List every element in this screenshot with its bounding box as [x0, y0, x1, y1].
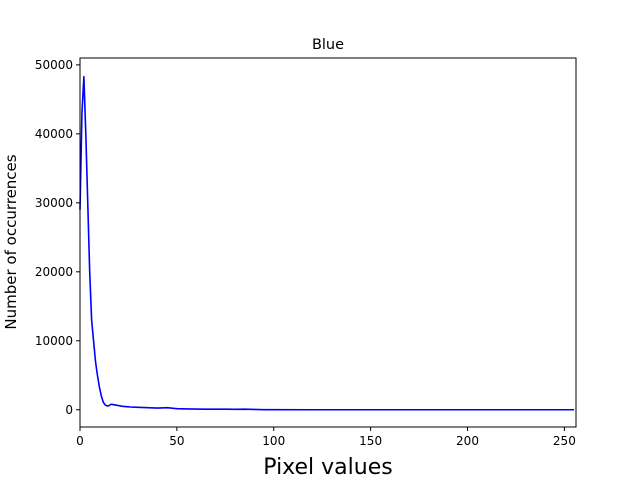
- y-tick-label: 0: [65, 403, 73, 417]
- y-tick-label: 50000: [35, 58, 73, 72]
- x-tick-label: 0: [76, 434, 84, 448]
- x-axis-ticks: 0 50 100 150 200 250: [76, 427, 576, 448]
- y-tick-label: 20000: [35, 265, 73, 279]
- x-tick-label: 200: [456, 434, 479, 448]
- y-axis-label: Number of occurrences: [2, 154, 20, 329]
- x-tick-label: 150: [359, 434, 382, 448]
- series-layer: [79, 75, 575, 411]
- plot-frame: [79, 57, 577, 428]
- y-tick-label: 10000: [35, 334, 73, 348]
- y-tick-label: 30000: [35, 196, 73, 210]
- x-tick-label: 100: [262, 434, 285, 448]
- chart-title: Blue: [312, 37, 344, 53]
- y-tick-label: 40000: [35, 127, 73, 141]
- x-tick-label: 250: [553, 434, 576, 448]
- series-line: [79, 75, 575, 411]
- x-tick-label: 50: [169, 434, 184, 448]
- y-axis-ticks: 0 10000 20000 30000 40000 50000: [35, 58, 80, 417]
- x-axis-label: Pixel values: [263, 455, 392, 480]
